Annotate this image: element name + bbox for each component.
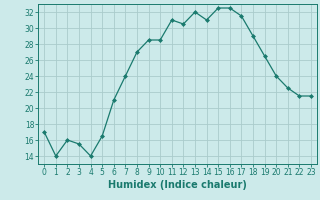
X-axis label: Humidex (Indice chaleur): Humidex (Indice chaleur) — [108, 180, 247, 190]
